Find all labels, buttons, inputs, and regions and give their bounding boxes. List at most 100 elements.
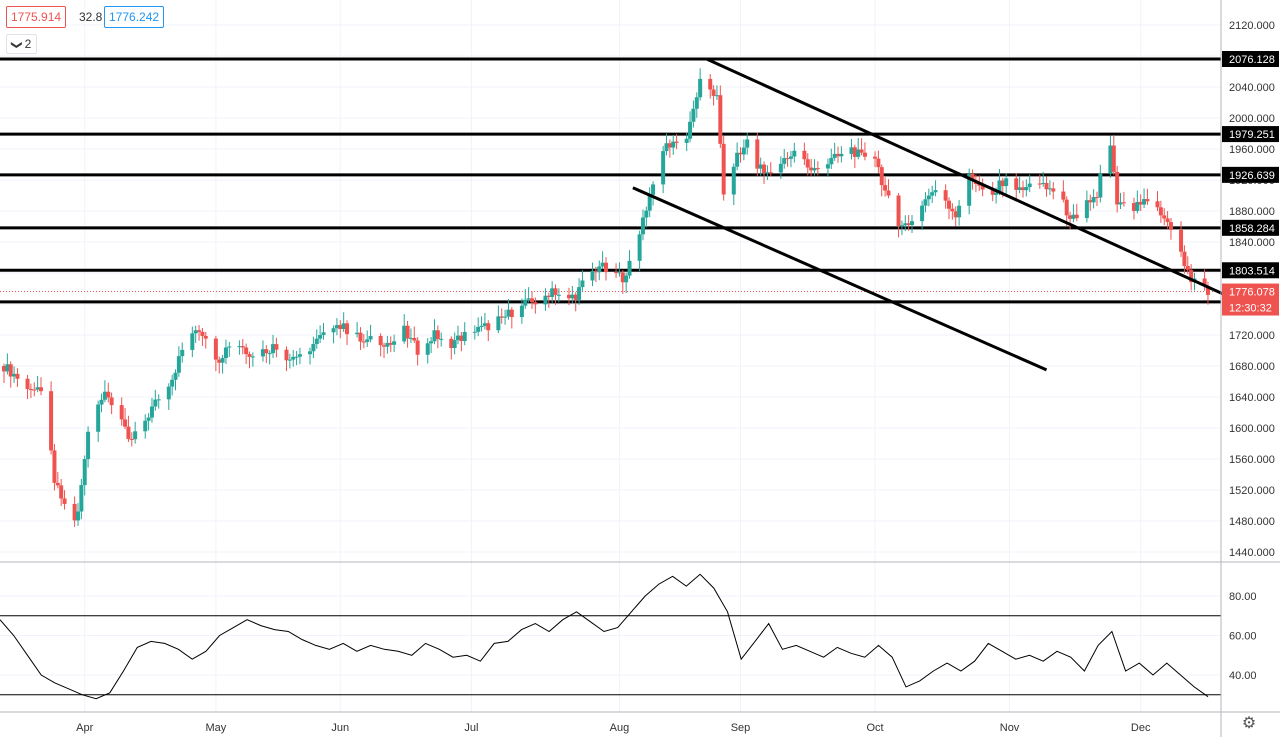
candle-body [1088,200,1093,203]
candle-body [486,323,491,331]
gear-icon[interactable]: ⚙ [1241,715,1257,732]
candle-body [920,205,925,222]
candle-body [745,139,750,148]
time-tick-label: Oct [866,722,883,734]
candle-body [755,139,760,169]
candle-body [190,333,195,350]
candle-body [378,335,383,346]
candle-body [580,280,585,288]
level-price-tag [1222,166,1279,183]
candle-body [570,294,575,299]
price-tick-label: 1520.000 [1229,485,1275,497]
indicators-toggle-button[interactable]: ❯ 2 [6,34,38,54]
ask-price-button[interactable]: 1776.242 [104,6,165,28]
candle-body [1041,182,1046,184]
candle-body [879,167,884,186]
candle-body [741,147,746,155]
trendline[interactable] [632,186,1048,372]
candle-body [429,341,434,344]
rsi-pane [0,573,1221,700]
candle-body [156,399,161,401]
candle-body [402,325,407,342]
candle-body [694,97,699,109]
candle-body [200,331,205,336]
candle-body [698,78,703,98]
candle-body [1017,187,1022,190]
candle-body [614,272,619,274]
candle-body [533,302,538,305]
candle-body [287,359,292,361]
level-price-label: 1926.639 [1229,170,1275,182]
candle-body [990,189,995,195]
candle-body [274,344,279,350]
price-tick-label: 1440.000 [1229,547,1275,559]
candle-body [143,420,148,432]
candle-body [815,168,820,170]
candle-body [75,511,80,521]
candle-body [765,172,770,174]
candle-body [778,163,783,173]
bid-price-button[interactable]: 1775.914 [6,6,67,28]
price-tick-label: 1680.000 [1229,361,1275,373]
time-tick-label: Jul [464,722,478,734]
trendline[interactable] [706,57,1229,298]
candle-body [479,325,484,327]
candle-body [197,330,202,332]
candle-body [12,373,17,377]
level-price-tag [1222,51,1279,68]
candle-body [223,347,228,358]
candle-body [496,316,501,331]
candle-body [338,325,343,330]
candle-body [923,199,928,206]
candle-body [1179,229,1184,252]
candle-body [408,337,413,339]
candle-body [1064,199,1069,216]
candle-body [459,335,464,342]
candle-body [829,157,834,165]
candle-body [2,366,6,372]
candle-body [788,156,793,159]
candle-body [910,221,915,226]
candle-body [899,225,904,227]
rsi-tick-label: 40.00 [1229,670,1257,682]
price-tick-label: 1640.000 [1229,392,1275,404]
candle-body [617,272,622,274]
candle-body [688,121,693,139]
candle-body [543,295,548,305]
candle-body [758,164,763,169]
candle-body [439,338,444,340]
candle-body [1014,178,1019,190]
candle-body [906,223,911,226]
candle-body [1189,269,1194,283]
candle-body [1098,173,1103,198]
candle-body [980,185,985,190]
candle-body [883,185,888,191]
level-price-label: 1979.251 [1229,129,1275,141]
candle-body [260,349,265,357]
candle-body [1118,202,1123,205]
candle-body [997,180,1002,193]
candle-body [1185,265,1190,270]
price-tick-label: 2000.000 [1229,113,1275,125]
candle-body [839,153,844,157]
candle-body [456,335,461,341]
candle-body [661,151,666,185]
price-tick-label: 2120.000 [1229,20,1275,32]
candle-body [597,266,602,273]
time-tick-label: May [205,722,226,734]
candle-body [345,323,350,335]
candle-body [1024,187,1029,191]
rsi-line [0,573,1209,700]
candle-body [970,174,975,181]
candle-body [664,143,669,152]
candle-body [637,234,642,261]
candle-body [217,359,222,363]
candle-body [620,272,625,283]
candle-body [651,184,656,195]
indicator-count: 2 [24,37,32,51]
candle-body [674,141,679,143]
candle-body [802,150,807,160]
candle-body [718,95,723,144]
